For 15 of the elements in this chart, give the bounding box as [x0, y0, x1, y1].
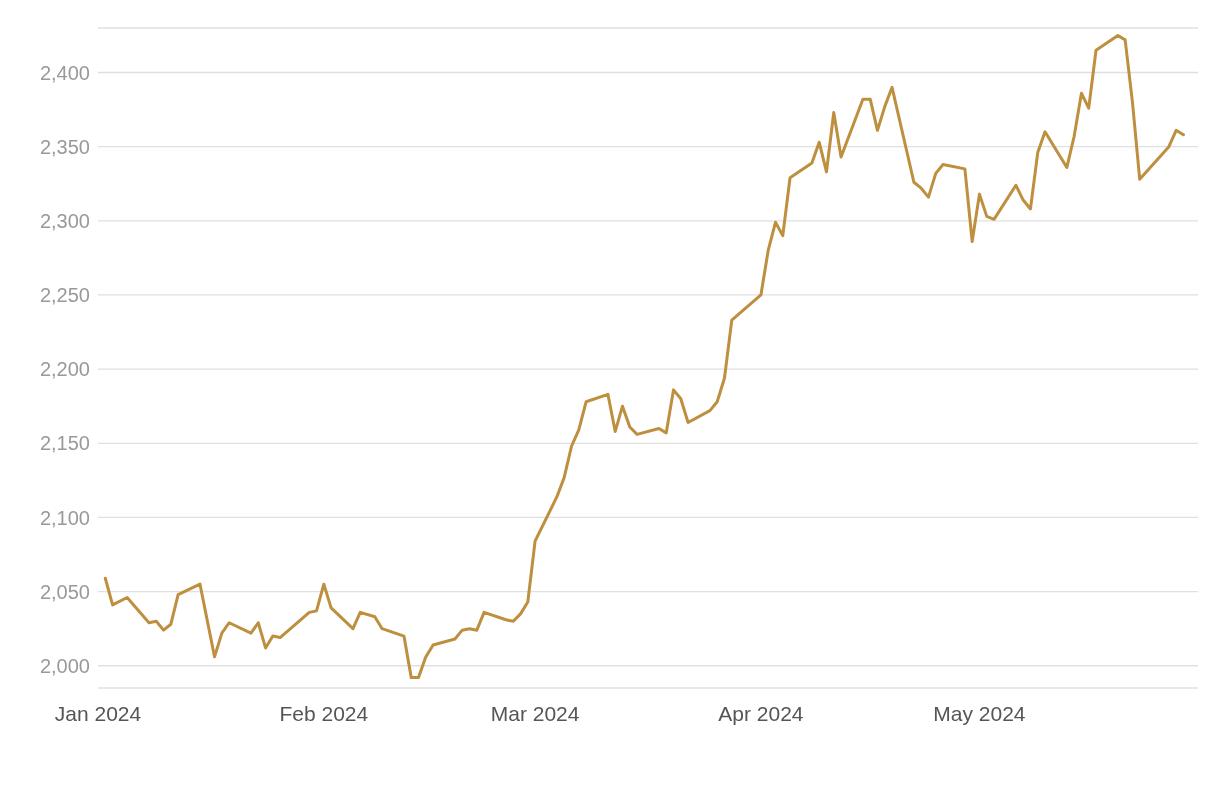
- y-tick-label: 2,250: [39, 284, 90, 307]
- y-tick-label: 2,150: [39, 432, 90, 455]
- y-tick-label: 2,350: [39, 135, 90, 158]
- line-series: [103, 33, 1185, 680]
- y-tick-label: 2,050: [39, 580, 90, 603]
- y-tick-label: 2,200: [39, 358, 90, 381]
- x-tick-label: May 2024: [933, 701, 1026, 725]
- x-tick-label: Apr 2024: [718, 701, 804, 725]
- y-tick-label: 2,000: [39, 654, 90, 677]
- y-tick-label: 2,100: [39, 506, 90, 529]
- x-tick-label: Jan 2024: [54, 701, 142, 725]
- x-tick-label: Feb 2024: [279, 701, 369, 725]
- y-tick-label: 2,400: [39, 61, 90, 84]
- x-tick-label: Mar 2024: [490, 701, 580, 725]
- y-tick-label: 2,300: [39, 209, 90, 232]
